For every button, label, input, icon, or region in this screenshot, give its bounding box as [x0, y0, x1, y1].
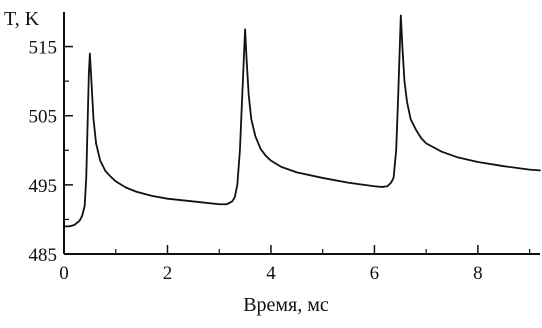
y-tick-label: 515	[29, 38, 58, 59]
axes	[63, 12, 540, 255]
x-tick-label: 0	[59, 263, 69, 284]
y-tick-label: 485	[29, 245, 58, 266]
x-axis-label: Время, мс	[243, 294, 329, 316]
x-tick-label: 4	[266, 263, 276, 284]
x-tick-label: 2	[163, 263, 173, 284]
x-tick-label: 8	[473, 263, 483, 284]
y-axis-label: T, K	[4, 8, 40, 30]
y-tick-label: 505	[29, 107, 58, 128]
temperature-series-line	[63, 14, 541, 228]
x-tick-label: 6	[370, 263, 380, 284]
y-tick-label: 495	[29, 176, 58, 197]
series-group	[63, 14, 541, 228]
ticks: 0 2 4 6 8 485 495 505 515	[29, 38, 531, 284]
